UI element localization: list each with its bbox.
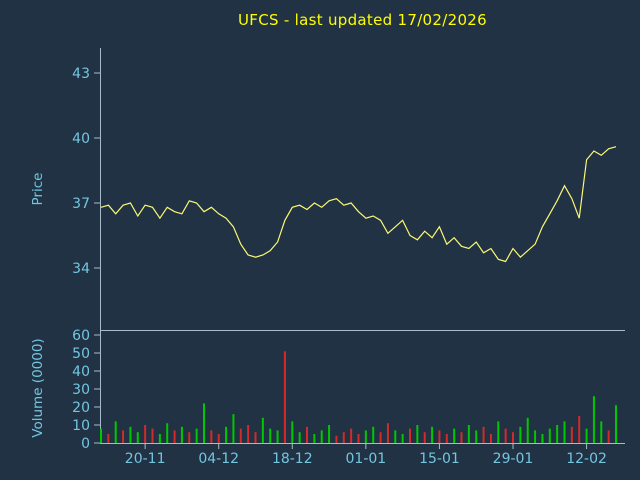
x-tick-label: 15-01 — [419, 451, 460, 467]
volume-tick-label: 30 — [72, 382, 90, 398]
x-tick-label: 01-01 — [346, 451, 387, 467]
x-tick-label: 18-12 — [272, 451, 313, 467]
x-tick-label: 12-02 — [566, 451, 607, 467]
volume-tick-label: 10 — [72, 418, 90, 434]
volume-tick-label: 40 — [72, 364, 90, 380]
volume-tick-label: 60 — [72, 328, 90, 344]
chart-title: UFCS - last updated 17/02/2026 — [238, 11, 487, 29]
x-tick-label: 29-01 — [493, 451, 534, 467]
volume-tick-label: 20 — [72, 400, 90, 416]
price-tick-label: 40 — [72, 131, 90, 147]
price-tick-label: 34 — [72, 261, 90, 277]
x-tick-label: 20-11 — [125, 451, 166, 467]
volume-tick-label: 50 — [72, 346, 90, 362]
price-tick-label: 37 — [72, 196, 90, 212]
price-line — [100, 146, 617, 263]
volume-tick-label: 0 — [81, 436, 90, 452]
price-tick-label: 43 — [72, 66, 90, 82]
x-tick-label: 04-12 — [198, 451, 239, 467]
